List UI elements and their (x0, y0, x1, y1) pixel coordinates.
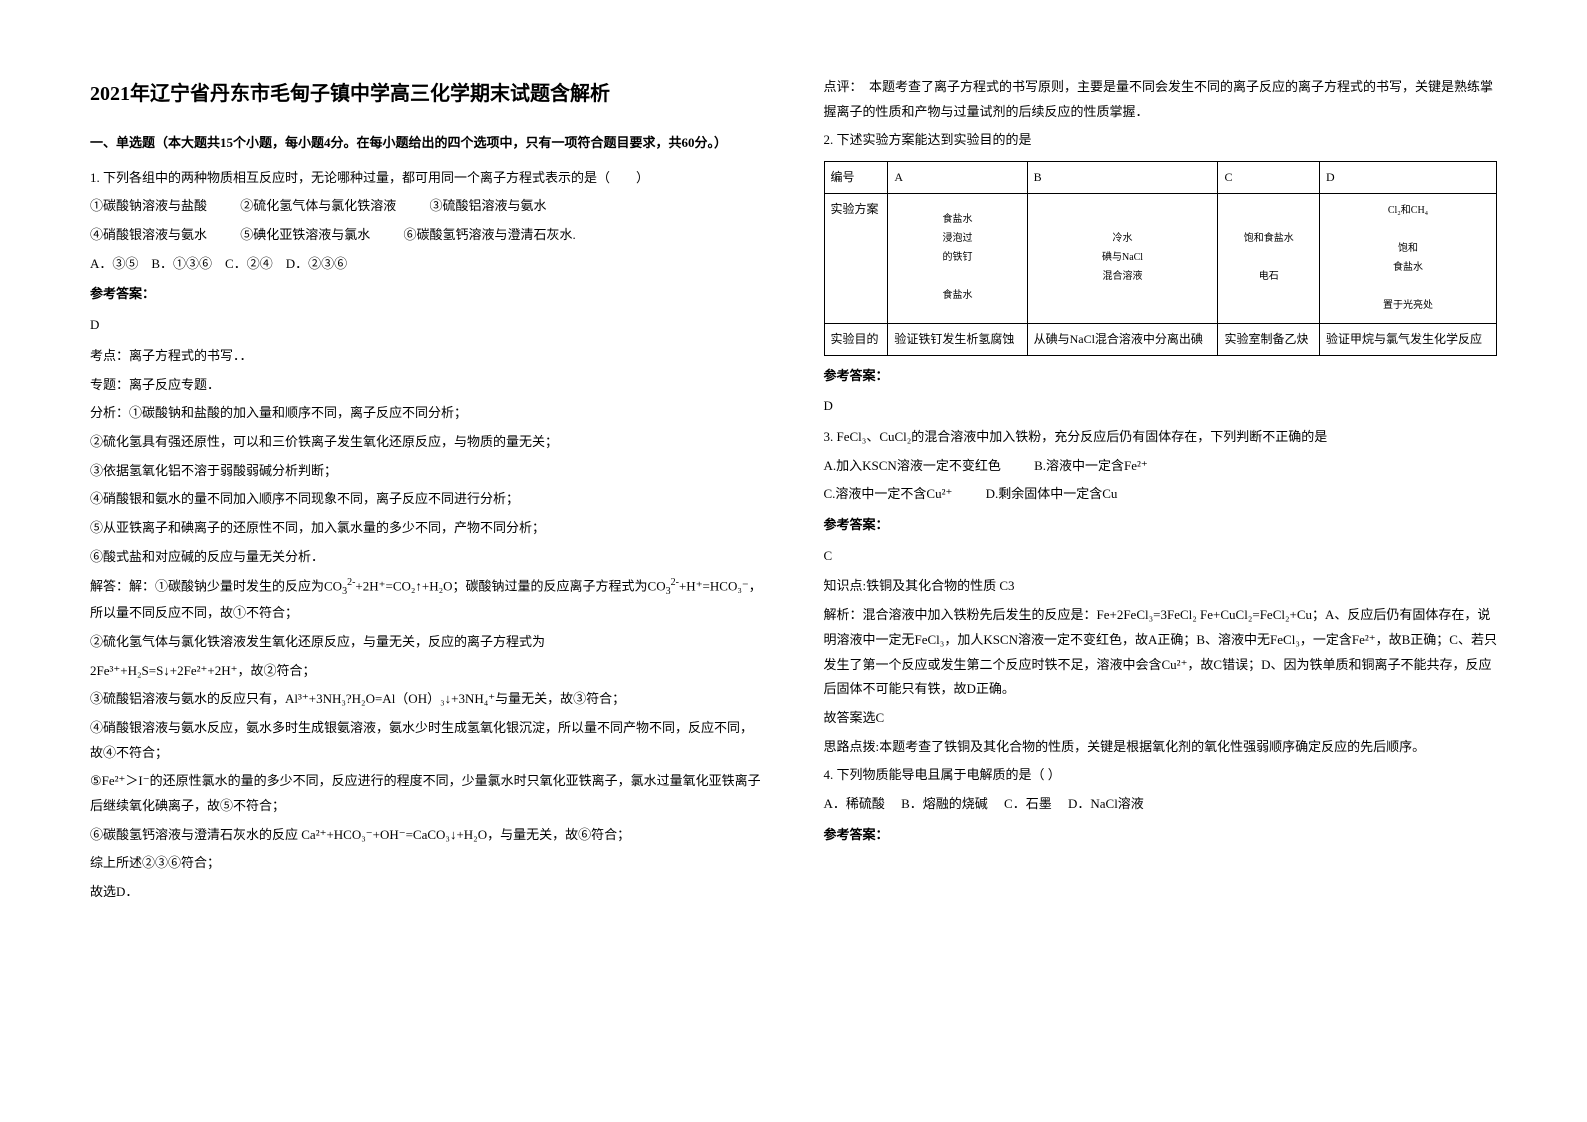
q1-stem: 1. 下列各组中的两种物质相互反应时，无论哪种过量，都可用同一个离子方程式表示的… (90, 166, 764, 191)
q1-item3: ③硫酸铝溶液与氨水 (430, 198, 547, 213)
q1-items-row1: ①碳酸钠溶液与盐酸 ②硫化氢气体与氯化铁溶液 ③硫酸铝溶液与氨水 (90, 194, 764, 219)
q1-options: A．③⑤ B．①③⑥ C．②④ D．②③⑥ (90, 252, 764, 277)
q3-opt-b: B.溶液中一定含Fe²⁺ (1034, 458, 1148, 473)
left-column: 2021年辽宁省丹东市毛甸子镇中学高三化学期末试题含解析 一、单选题（本大题共1… (60, 75, 794, 1047)
th-b: B (1027, 162, 1218, 194)
q1-item5: ⑤碘化亚铁溶液与氯水 (240, 227, 370, 242)
purpose-b: 从碘与NaCl混合溶液中分离出碘 (1027, 323, 1218, 355)
q1-item4: ④硝酸银溶液与氨水 (90, 227, 207, 242)
q1-jieda5: ⑤Fe²⁺＞I⁻的还原性氯水的量的多少不同，反应进行的程度不同，少量氯水时只氧化… (90, 769, 764, 818)
table-header-row: 编号 A B C D (824, 162, 1497, 194)
row2-label: 实验目的 (824, 323, 888, 355)
q3-opt-d: D.剩余固体中一定含Cu (986, 486, 1118, 501)
diagram-c-text: 饱和食盐水电石 (1244, 229, 1294, 286)
q1-fenxi1: 分析：①碳酸钠和盐酸的加入量和顺序不同，离子反应不同分析； (90, 401, 764, 426)
q3-jiexi: 解析：混合溶液中加入铁粉先后发生的反应是：Fe+2FeCl₃=3FeCl₂ Fe… (824, 603, 1498, 702)
q4-stem: 4. 下列物质能导电且属于电解质的是（ ） (824, 763, 1498, 788)
diagram-c: 饱和食盐水电石 (1218, 193, 1320, 323)
q1-fenxi4: ④硝酸银和氨水的量不同加入顺序不同现象不同，离子反应不同进行分析； (90, 487, 764, 512)
table-diagram-row: 实验方案 食盐水浸泡过的铁钉食盐水 冷水碘与NaCl混合溶液 饱和食盐水电石 C… (824, 193, 1497, 323)
jieda1b: +2H⁺=CO₂↑+H₂O；碳酸钠过量的反应离子方程式为CO (355, 579, 665, 594)
q1-jieda4: ④硝酸银溶液与氨水反应，氨水多时生成银氨溶液，氨水少时生成氢氧化银沉淀，所以量不… (90, 716, 764, 765)
jieda1a: 解答：解：①碳酸钠少量时发生的反应为CO (90, 579, 342, 594)
section-header: 一、单选题（本大题共15个小题，每小题4分。在每小题给出的四个选项中，只有一项符… (90, 131, 764, 156)
q2-answer-label: 参考答案： (824, 364, 1498, 389)
q3-stem: 3. FeCl₃、CuCl₂的混合溶液中加入铁粉，充分反应后仍有固体存在，下列判… (824, 425, 1498, 450)
q1-jieda8: 故选D． (90, 880, 764, 905)
q1-fenxi5: ⑤从亚铁离子和碘离子的还原性不同，加入氯水量的多少不同，产物不同分析； (90, 516, 764, 541)
q1-item2: ②硫化氢气体与氯化铁溶液 (240, 198, 396, 213)
th-0: 编号 (824, 162, 888, 194)
diagram-d-text: Cl₂和CH₄饱和食盐水置于光亮处 (1383, 201, 1433, 315)
q1-fenxi3: ③依据氢氧化铝不溶于弱酸弱碱分析判断； (90, 459, 764, 484)
q3-answer: C (824, 544, 1498, 569)
q3-opt-c: C.溶液中一定不含Cu²⁺ (824, 486, 953, 501)
q1-jieda7: 综上所述②③⑥符合； (90, 851, 764, 876)
right-column: 点评： 本题考查了离子方程式的书写原则，主要是量不同会发生不同的离子反应的离子方… (794, 75, 1528, 1047)
q1-items-row2: ④硝酸银溶液与氨水 ⑤碘化亚铁溶液与氯水 ⑥碳酸氢钙溶液与澄清石灰水. (90, 223, 764, 248)
q1-jieda2b: 2Fe³⁺+H₂S=S↓+2Fe²⁺+2H⁺，故②符合； (90, 659, 764, 684)
q1-jieda2a: ②硫化氢气体与氯化铁溶液发生氧化还原反应，与量无关，反应的离子方程式为 (90, 630, 764, 655)
q1-zhuanti: 专题：离子反应专题． (90, 373, 764, 398)
q3-opt-a: A.加入KSCN溶液一定不变红色 (824, 458, 1001, 473)
q1-kaodian: 考点：离子方程式的书写．． (90, 344, 764, 369)
q1-jieda6: ⑥碳酸氢钙溶液与澄清石灰水的反应 Ca²⁺+HCO₃⁻+OH⁻=CaCO₃↓+H… (90, 823, 764, 848)
q1-fenxi2: ②硫化氢具有强还原性，可以和三价铁离子发生氧化还原反应，与物质的量无关； (90, 430, 764, 455)
q3-options-row2: C.溶液中一定不含Cu²⁺ D.剩余固体中一定含Cu (824, 482, 1498, 507)
diagram-b: 冷水碘与NaCl混合溶液 (1027, 193, 1218, 323)
th-a: A (888, 162, 1027, 194)
q3-answer-label: 参考答案： (824, 513, 1498, 538)
dianping: 点评： 本题考查了离子方程式的书写原则，主要是量不同会发生不同的离子反应的离子方… (824, 75, 1498, 124)
diagram-a: 食盐水浸泡过的铁钉食盐水 (888, 193, 1027, 323)
row1-label: 实验方案 (824, 193, 888, 323)
q1-answer: D (90, 313, 764, 338)
diagram-d: Cl₂和CH₄饱和食盐水置于光亮处 (1320, 193, 1497, 323)
purpose-d: 验证甲烷与氯气发生化学反应 (1320, 323, 1497, 355)
q1-item6: ⑥碳酸氢钙溶液与澄清石灰水. (404, 227, 576, 242)
q2-table: 编号 A B C D 实验方案 食盐水浸泡过的铁钉食盐水 冷水碘与NaCl混合溶… (824, 161, 1498, 356)
table-purpose-row: 实验目的 验证铁钉发生析氢腐蚀 从碘与NaCl混合溶液中分离出碘 实验室制备乙炔… (824, 323, 1497, 355)
purpose-c: 实验室制备乙炔 (1218, 323, 1320, 355)
diagram-a-text: 食盐水浸泡过的铁钉食盐水 (942, 210, 972, 305)
q4-answer-label: 参考答案： (824, 823, 1498, 848)
page-title: 2021年辽宁省丹东市毛甸子镇中学高三化学期末试题含解析 (90, 75, 764, 113)
th-d: D (1320, 162, 1497, 194)
q1-jieda3: ③硫酸铝溶液与氨水的反应只有，Al³⁺+3NH₃?H₂O=Al（OH）₃↓+3N… (90, 687, 764, 712)
q1-item1: ①碳酸钠溶液与盐酸 (90, 198, 207, 213)
q3-options-row1: A.加入KSCN溶液一定不变红色 B.溶液中一定含Fe²⁺ (824, 454, 1498, 479)
q1-fenxi6: ⑥酸式盐和对应碱的反应与量无关分析． (90, 545, 764, 570)
q1-answer-label: 参考答案： (90, 282, 764, 307)
th-c: C (1218, 162, 1320, 194)
q2-stem: 2. 下述实验方案能达到实验目的的是 (824, 128, 1498, 153)
diagram-b-text: 冷水碘与NaCl混合溶液 (1102, 229, 1143, 286)
q2-answer: D (824, 394, 1498, 419)
q4-options: A．稀硫酸 B．熔融的烧碱 C．石墨 D．NaCl溶液 (824, 792, 1498, 817)
q3-zhishi: 知识点:铁铜及其化合物的性质 C3 (824, 574, 1498, 599)
purpose-a: 验证铁钉发生析氢腐蚀 (888, 323, 1027, 355)
q3-silu: 思路点拨:本题考查了铁铜及其化合物的性质，关键是根据氧化剂的氧化性强弱顺序确定反… (824, 735, 1498, 760)
q3-gudaan: 故答案选C (824, 706, 1498, 731)
q1-jieda1: 解答：解：①碳酸钠少量时发生的反应为CO32-+2H⁺=CO₂↑+H₂O；碳酸钠… (90, 573, 764, 626)
